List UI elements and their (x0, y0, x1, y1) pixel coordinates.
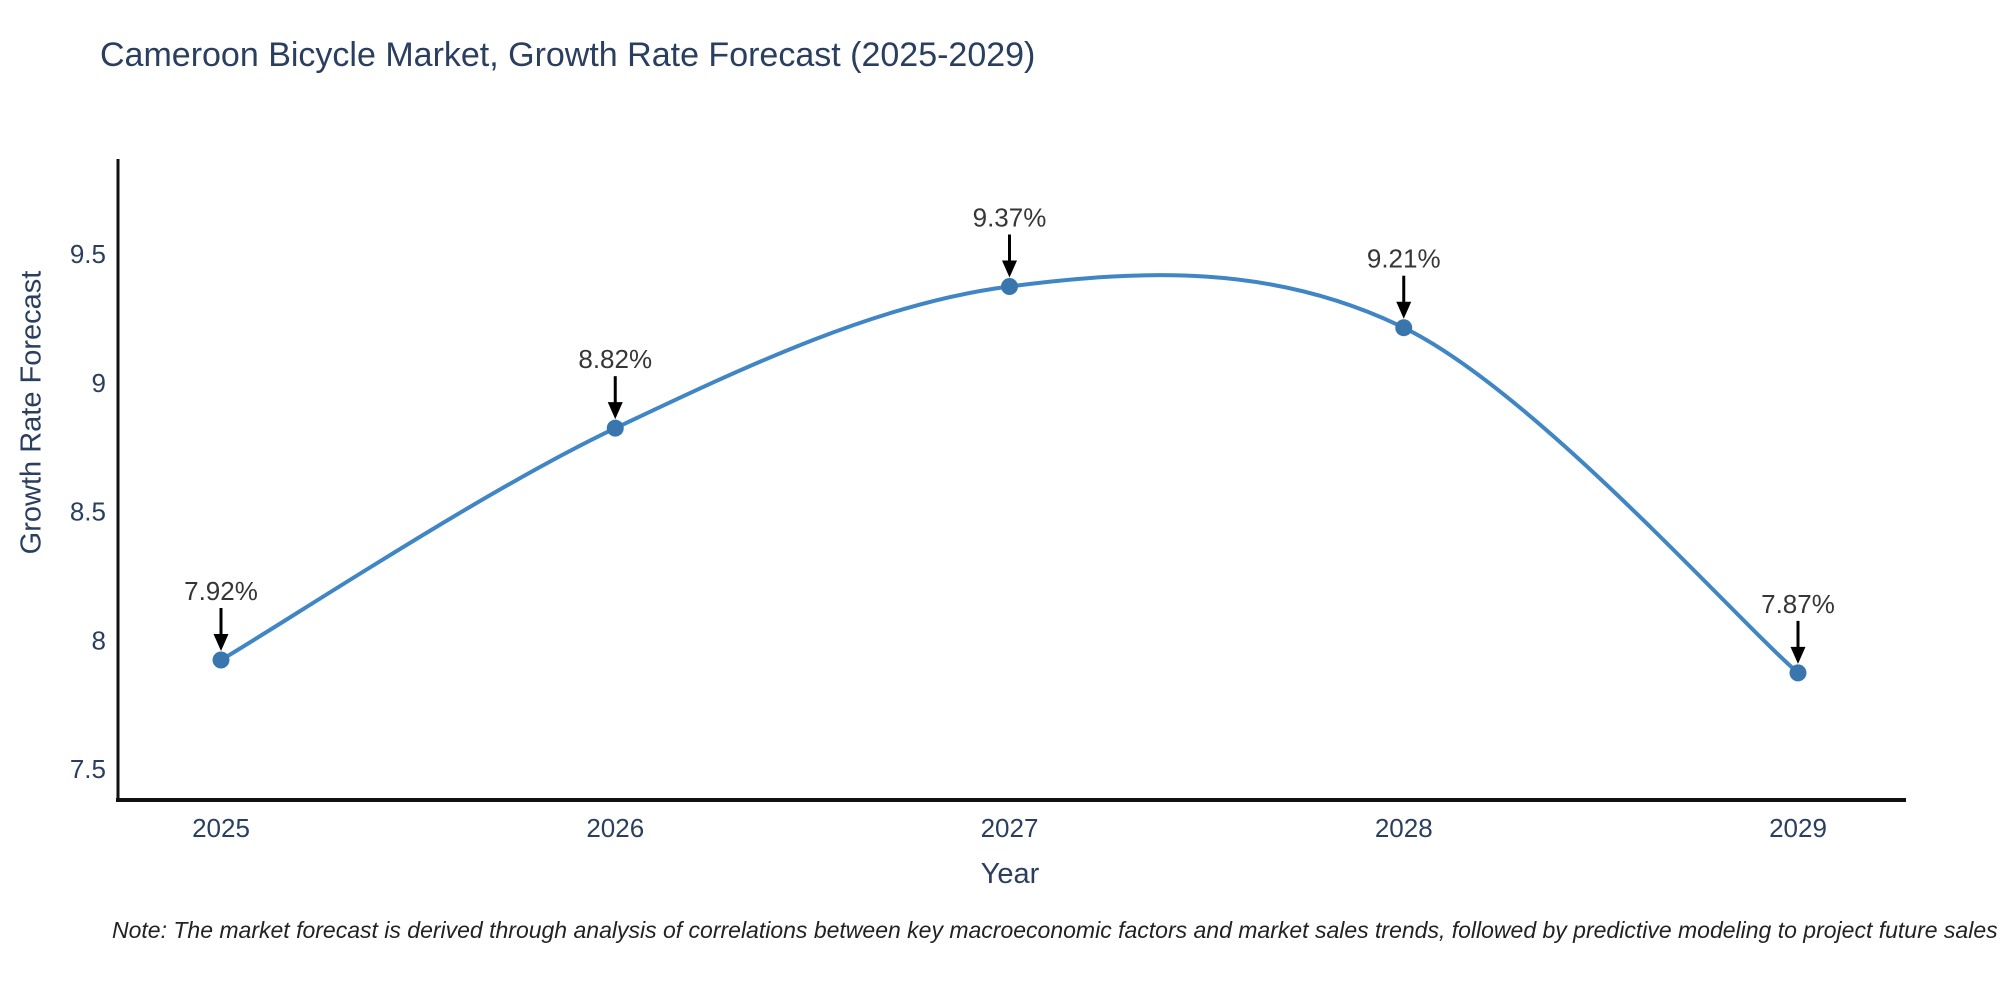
data-point-marker[interactable] (212, 651, 230, 669)
x-tick-label: 2025 (192, 813, 250, 843)
data-point-marker[interactable] (1395, 319, 1413, 337)
data-point-label: 9.37% (973, 202, 1047, 232)
x-tick-label: 2027 (981, 813, 1039, 843)
annotation-arrow-head (213, 634, 229, 652)
data-point-label: 7.87% (1761, 589, 1835, 619)
x-axis-title: Year (980, 858, 1040, 890)
x-tick-label: 2028 (1375, 813, 1433, 843)
y-tick-label: 8.5 (70, 497, 106, 527)
y-axis-title: Growth Rate Forecast (15, 270, 48, 555)
y-tick-label: 8 (92, 625, 106, 655)
data-point-marker[interactable] (606, 419, 624, 437)
annotation-arrow-head (607, 402, 623, 420)
chart-footnote: Note: The market forecast is derived thr… (112, 917, 1998, 943)
forecast-line (219, 273, 1800, 675)
data-point-marker[interactable] (1789, 664, 1807, 682)
y-tick-label: 9 (92, 368, 106, 398)
x-tick-label: 2029 (1769, 813, 1827, 843)
y-tick-label: 9.5 (70, 239, 106, 269)
annotation-arrow-head (1396, 301, 1412, 319)
data-point-marker[interactable] (1001, 277, 1018, 295)
x-tick-label: 2026 (586, 813, 644, 843)
y-tick-label: 7.5 (70, 754, 106, 784)
annotation-arrow-head (1002, 260, 1017, 278)
data-point-label: 7.92% (184, 576, 258, 606)
data-point-label: 8.82% (578, 344, 652, 374)
data-point-label: 9.21% (1367, 244, 1441, 274)
chart-title: Cameroon Bicycle Market, Growth Rate For… (100, 36, 1036, 74)
annotation-arrow-head (1790, 646, 1806, 664)
